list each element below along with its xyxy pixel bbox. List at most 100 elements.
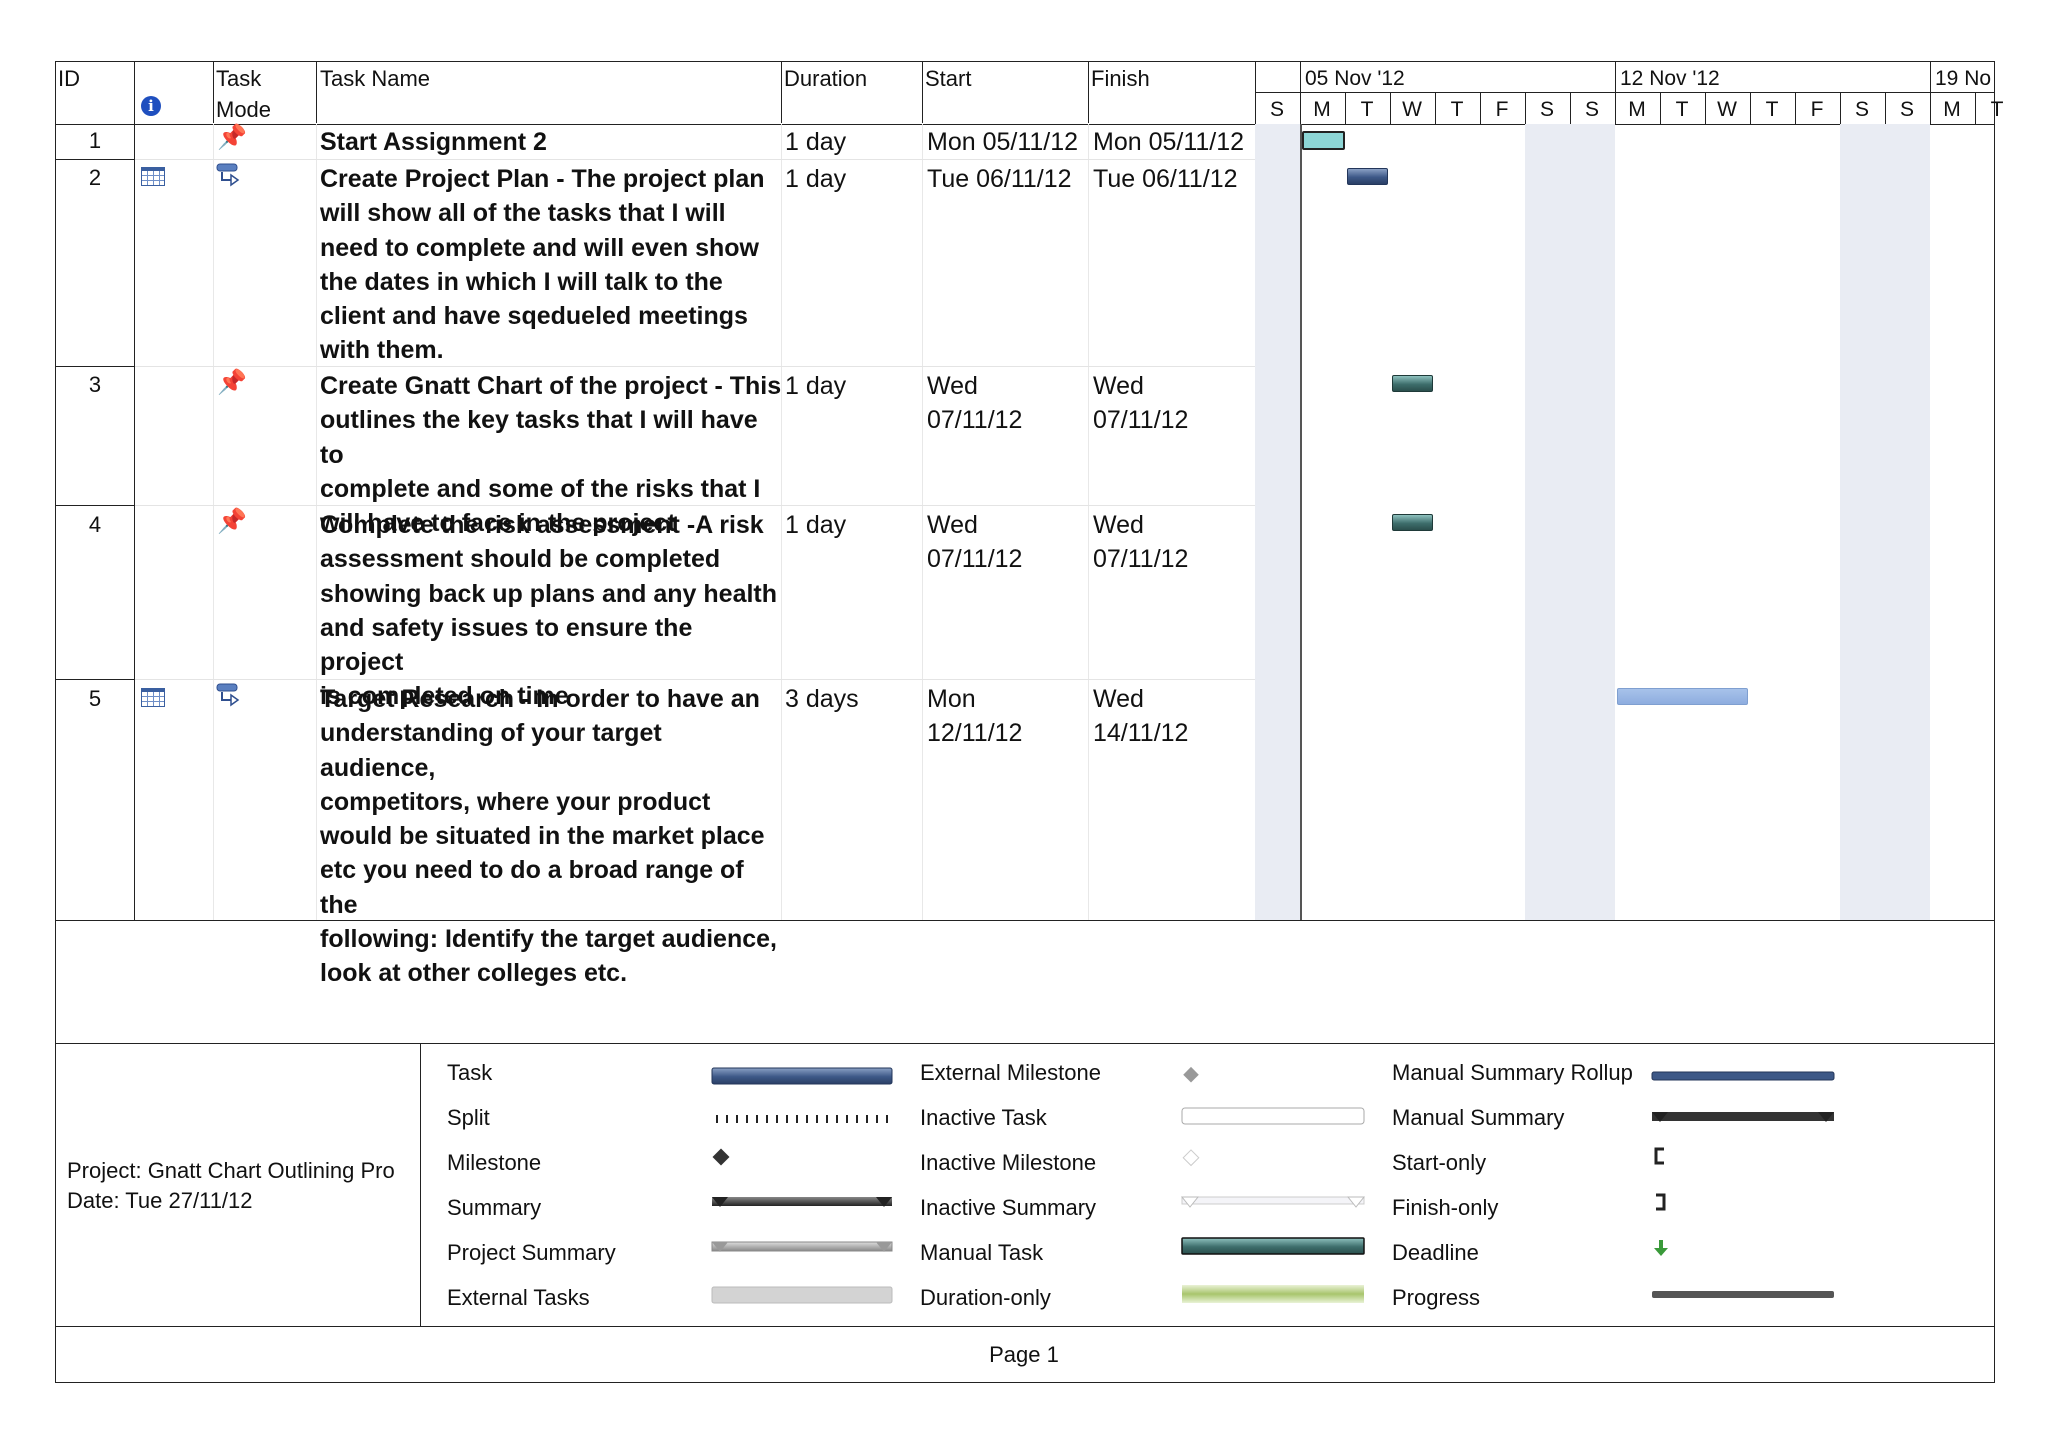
header-duration: Duration	[784, 66, 868, 91]
col-grid-2	[316, 124, 317, 921]
task-name-line: following: Identify the target audience,	[320, 925, 777, 954]
col-sep-mode	[316, 61, 317, 123]
col-sep-start	[1088, 61, 1089, 123]
legend-finish-only: Finish-only	[1392, 1195, 1499, 1220]
task-finish: Wed 07/11/12	[1093, 369, 1188, 438]
legend-progress: Progress	[1392, 1285, 1481, 1310]
task-id: 2	[88, 165, 102, 190]
project-title: Project: Gnatt Chart Outlining Pro	[67, 1158, 395, 1183]
task-duration: 3 days	[785, 685, 859, 713]
gantt-bar[interactable]	[1302, 131, 1345, 150]
header-task-name: Task Name	[320, 66, 431, 91]
timeline-day-label: T	[1360, 98, 1374, 121]
row-line-3	[135, 505, 1255, 506]
timeline-mid-line	[1255, 92, 1995, 93]
task-name-line: Target Research - In order to have an	[320, 685, 760, 713]
timeline-day-label: T	[1450, 98, 1464, 121]
timeline-day-label: S	[1854, 98, 1869, 121]
task-finish-line: Wed	[1093, 685, 1144, 713]
task-name-line: outlines the key tasks that I will have …	[320, 406, 758, 469]
task-name-line: assessment should be completed	[320, 545, 721, 574]
legend-symbols-col3	[1651, 1071, 1835, 1298]
task-name-line: look at other colleges etc.	[320, 959, 628, 988]
timeline-day-label: S	[1899, 98, 1914, 121]
row-line-id-4	[55, 679, 135, 680]
legend-inactive-milestone: Inactive Milestone	[920, 1150, 1097, 1175]
timeline-day-sep	[1525, 92, 1526, 124]
task-name-line: understanding of your target audience,	[320, 719, 662, 782]
task-name[interactable]: Target Research - In order to have an un…	[320, 682, 782, 991]
gantt-bar[interactable]	[1392, 514, 1433, 531]
timeline-day-label: F	[1810, 98, 1824, 121]
col-grid-4	[922, 124, 923, 921]
timeline-day-sep	[1570, 92, 1571, 124]
task-name[interactable]: Complete the risk assessment -A risk ass…	[320, 508, 782, 714]
legend-manual-summary: Manual Summary	[1392, 1105, 1565, 1130]
task-id: 5	[88, 686, 102, 711]
task-name[interactable]: Create Project Plan - The project plan w…	[320, 162, 782, 368]
task-name-line: need to complete and will even show	[320, 233, 759, 262]
legend-external-tasks: External Tasks	[447, 1285, 590, 1310]
timeline-day-sep	[1615, 92, 1616, 124]
row-line-id-1	[55, 159, 135, 160]
task-name-line: etc you need to do a broad range of the	[320, 856, 744, 919]
timeline-day-sep	[1975, 92, 1976, 124]
header-task-mode-2: Mode	[216, 97, 272, 122]
header-finish: Finish	[1091, 66, 1150, 91]
legend-project-summary: Project Summary	[447, 1240, 616, 1265]
calendar-icon	[141, 688, 165, 707]
row-line-1	[135, 159, 1255, 160]
timeline-day-sep	[1660, 92, 1661, 124]
legend-symbols-col1	[711, 1067, 893, 1304]
legend-duration-only: Duration-only	[920, 1285, 1051, 1310]
task-start: Tue 06/11/12	[927, 165, 1072, 193]
gantt-bar[interactable]	[1617, 688, 1748, 705]
timeline-day-label: M	[1628, 98, 1646, 121]
weekend-shade	[1255, 124, 1300, 920]
task-start-line: Wed	[927, 511, 978, 539]
weekend-shade	[1840, 124, 1930, 920]
timeline-day-sep	[1795, 92, 1796, 124]
gantt-bar[interactable]	[1392, 375, 1433, 392]
row-line-4	[135, 679, 1255, 680]
task-start-line: 07/11/12	[927, 545, 1023, 574]
task-name-line: the dates in which I will talk to the	[320, 267, 723, 296]
task-name[interactable]: Create Gnatt Chart of the project - This…	[320, 369, 782, 540]
header-start: Start	[925, 66, 972, 91]
timeline-week-label: 19 No	[1935, 67, 1992, 90]
project-date: Date: Tue 27/11/12	[67, 1188, 253, 1213]
timeline-week-sep	[1615, 61, 1616, 92]
timeline-day-sep	[1885, 92, 1886, 124]
task-start-line: Mon	[927, 685, 976, 713]
legend-task: Task	[447, 1060, 493, 1085]
task-name-line: would be situated in the market place	[320, 822, 765, 851]
timeline-week-label: 05 Nov '12	[1305, 67, 1405, 90]
timeline-day-label: S	[1269, 98, 1284, 121]
manual-pin-icon: 📌	[217, 369, 247, 396]
task-name-line: will show all of the tasks that I will	[320, 199, 726, 228]
task-start-line: 07/11/12	[927, 406, 1023, 435]
timeline-week-label: 12 Nov '12	[1620, 67, 1720, 90]
legend-top-line	[55, 1043, 1995, 1044]
timeline-day-sep	[1840, 92, 1841, 124]
task-duration: 1 day	[785, 165, 847, 193]
col-sep-name	[781, 61, 782, 123]
col-grid-3	[781, 124, 782, 921]
task-name-line: Complete the risk assessment -A risk	[320, 511, 764, 539]
legend-inactive-task: Inactive Task	[920, 1105, 1047, 1130]
timeline-day-sep	[1750, 92, 1751, 124]
header-divider	[55, 124, 1995, 125]
task-start: Mon 12/11/12	[927, 682, 1022, 751]
timeline-day-sep	[1300, 92, 1301, 124]
task-start: Wed 07/11/12	[927, 369, 1022, 438]
weekend-shade	[1525, 124, 1615, 920]
gantt-bar[interactable]	[1347, 168, 1388, 185]
timeline-day-label: M	[1313, 98, 1331, 121]
timeline-day-sep	[1480, 92, 1481, 124]
timeline-day-label: T	[1675, 98, 1689, 121]
timeline-week-sep	[1930, 61, 1931, 92]
legend-milestone: Milestone	[447, 1150, 542, 1175]
task-finish-line: Wed	[1093, 372, 1144, 400]
task-id: 3	[88, 372, 102, 397]
task-name[interactable]: Start Assignment 2	[320, 125, 782, 159]
